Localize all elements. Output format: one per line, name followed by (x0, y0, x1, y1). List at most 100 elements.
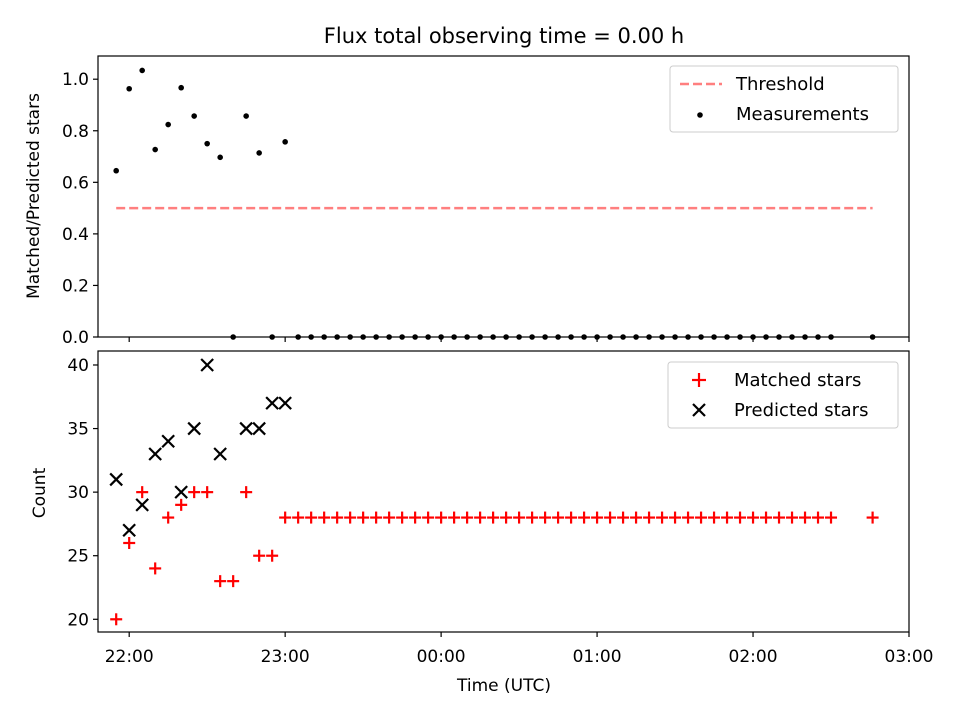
bottom-y-axis-label: Count (30, 467, 50, 518)
matched-star-marker (279, 511, 292, 524)
bottom-legend-box (667, 361, 899, 429)
matched-star-marker (344, 511, 357, 524)
top-y-axis-label: Matched/Predicted stars (24, 93, 44, 299)
x-stroke-b (187, 421, 201, 436)
predicted-star-marker (278, 396, 292, 410)
top-y-tick-label: 0.4 (62, 225, 89, 245)
matched-star-marker (669, 511, 682, 524)
matched-star-marker (357, 511, 370, 524)
x-stroke-b (161, 434, 175, 449)
matched-star-marker (760, 511, 773, 524)
matched-star-marker (435, 511, 448, 524)
bottom-x-ticks: 22:00 23:00 00:00 01:00 02:00 03:00 (105, 632, 934, 667)
predicted-star-marker (109, 472, 123, 487)
matched-star-marker (123, 536, 136, 549)
matched-star-marker (227, 575, 240, 588)
matched-star-marker (825, 511, 838, 524)
threshold-legend-label: Threshold (735, 74, 825, 95)
matched-star-marker (318, 511, 331, 524)
matched-star-marker (630, 511, 643, 524)
top-legend: Threshold Measurements (669, 65, 899, 133)
x-stroke-b (148, 447, 162, 461)
x-tick-label: 01:00 (573, 647, 622, 667)
predicted-star-marker (200, 358, 214, 372)
x-stroke-b (265, 396, 279, 410)
matched-star-marker (734, 511, 747, 524)
measurement-point (282, 139, 288, 145)
matched-star-marker (188, 486, 201, 499)
matched-star-marker (708, 511, 721, 524)
predicted-star-marker (265, 396, 279, 410)
bottom-y-tick-label: 35 (67, 420, 89, 440)
matched-star-marker (201, 486, 214, 499)
x-stroke-b (109, 472, 123, 487)
matched-star-marker (474, 511, 487, 524)
measurement-point (204, 140, 210, 147)
matched-star-marker (370, 511, 383, 524)
x-tick-label: 00:00 (417, 647, 466, 667)
predicted-stars-legend-label: Predicted stars (734, 400, 868, 421)
matched-star-marker (422, 511, 435, 524)
predicted-star-marker (239, 421, 253, 436)
bottom-y-tick-label: 30 (67, 483, 89, 503)
top-y-tick-label: 0.0 (62, 328, 89, 348)
matched-star-marker (487, 511, 500, 524)
matched-star-marker (214, 575, 227, 588)
measurement-point (256, 150, 262, 156)
matched-star-marker (266, 549, 279, 562)
bottom-y-ticks: 20 25 30 35 40 (67, 356, 98, 630)
matched-star-marker (565, 511, 578, 524)
top-y-tick-label: 0.8 (62, 122, 89, 142)
matched-star-marker (552, 511, 565, 524)
matched-stars-legend-label: Matched stars (734, 370, 861, 391)
measurement-point (113, 167, 119, 174)
matched-star-marker (500, 511, 513, 524)
x-stroke-b (122, 523, 136, 538)
top-panel: Flux total observing time = 0.00 h 0.0 0.… (24, 24, 910, 348)
top-legend-box (669, 65, 899, 133)
bottom-legend: Matched stars Predicted stars (667, 361, 899, 429)
matched-star-marker (578, 511, 591, 524)
x-stroke-b (252, 421, 266, 436)
matched-star-marker (643, 511, 656, 524)
chart-title: Flux total observing time = 0.00 h (324, 24, 684, 48)
matched-star-marker (695, 511, 708, 524)
x-stroke-b (200, 358, 214, 372)
matched-stars-legend-swatch (692, 373, 706, 387)
predicted-star-marker (148, 447, 162, 461)
measurement-point (191, 113, 197, 119)
measurement-point (152, 146, 158, 153)
matched-star-marker (331, 511, 344, 524)
measurement-point (217, 154, 223, 161)
matched-star-marker (396, 511, 409, 524)
matched-star-marker (747, 511, 760, 524)
matched-star-marker (526, 511, 539, 524)
x-tick-label: 23:00 (261, 647, 310, 667)
x-stroke-b (278, 396, 292, 410)
matched-star-marker (513, 511, 526, 524)
matched-star-marker (539, 511, 552, 524)
matched-star-marker (461, 511, 474, 524)
top-axes-frame (97, 55, 910, 338)
matched-star-marker (136, 486, 149, 499)
bottom-y-tick-label: 20 (67, 610, 89, 630)
predicted-star-marker (122, 523, 136, 538)
x-tick-label: 02:00 (729, 647, 778, 667)
predicted-star-marker (174, 485, 188, 499)
matched-star-marker (110, 613, 123, 626)
matched-star-marker (773, 511, 786, 524)
x-tick-label: 22:00 (105, 647, 154, 667)
predicted-star-marker (161, 434, 175, 449)
x-axis-label: Time (UTC) (456, 676, 551, 696)
bottom-axes-frame (97, 350, 910, 633)
matched-star-marker (149, 562, 162, 575)
measurement-point (165, 121, 171, 128)
measurement-point (126, 85, 132, 92)
measurement-point (139, 67, 145, 74)
x-tick-label: 03:00 (885, 647, 934, 667)
x-stroke-b (213, 447, 227, 461)
top-y-tick-label: 1.0 (62, 70, 89, 90)
predicted-star-marker (187, 421, 201, 436)
matched-star-marker (162, 511, 175, 524)
